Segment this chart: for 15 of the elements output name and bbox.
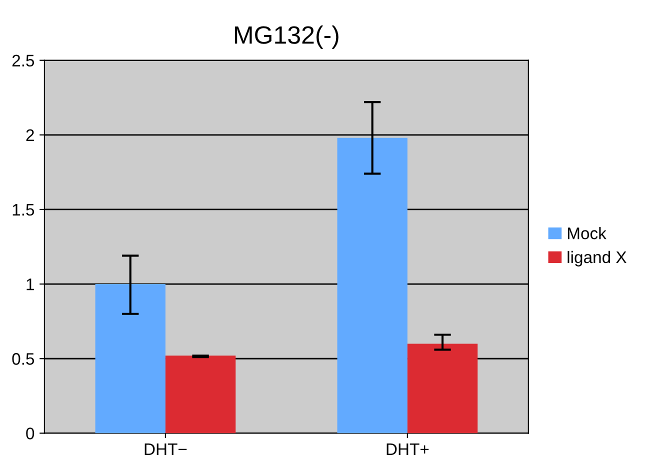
y-tick-label: 1 xyxy=(26,278,34,290)
chart-title: MG132(-) xyxy=(235,26,338,49)
y-tick-label: 0.5 xyxy=(12,353,34,365)
bar xyxy=(407,344,478,434)
y-tick-label: 0 xyxy=(26,428,34,440)
bar xyxy=(165,356,236,434)
bar xyxy=(337,138,408,434)
y-tick-label: 2 xyxy=(26,129,34,141)
x-tick-label: DHT− xyxy=(144,444,187,455)
x-tick-label: DHT+ xyxy=(386,444,429,455)
y-tick-label: 2.5 xyxy=(12,54,34,67)
legend-label: Mock xyxy=(568,227,606,240)
y-tick-label: 1.5 xyxy=(12,204,34,216)
bar xyxy=(95,284,166,434)
legend-label: ligand X xyxy=(568,250,626,266)
